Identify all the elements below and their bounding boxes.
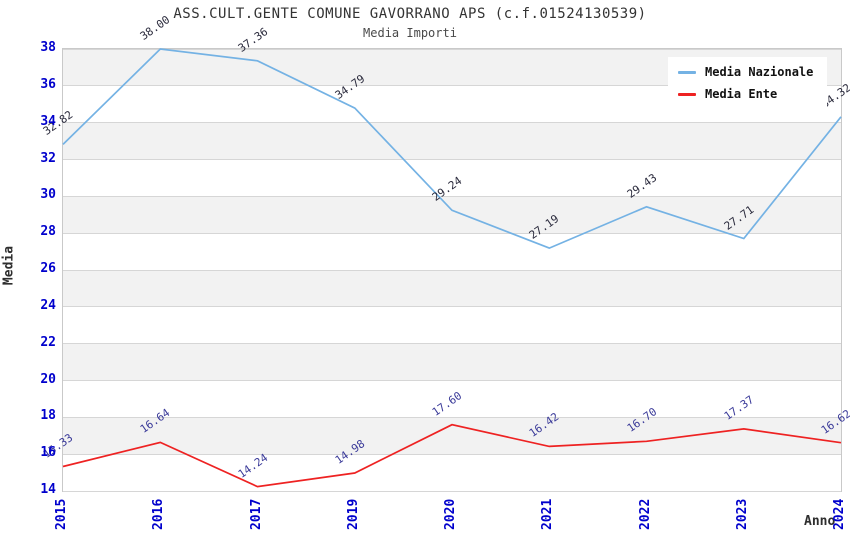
gridline (63, 48, 841, 50)
y-tick-label: 34 (40, 113, 56, 129)
gridline (63, 490, 841, 492)
gridline (63, 306, 841, 308)
chart-subtitle: Media Importi (363, 26, 457, 40)
background-band (63, 417, 841, 455)
plot-area (62, 48, 842, 492)
gridline (63, 122, 841, 124)
x-tick-label: 2020 (443, 498, 458, 530)
x-tick-label: 2017 (248, 498, 264, 530)
y-tick-label: 30 (40, 187, 56, 203)
background-band (63, 270, 841, 307)
gridline (63, 416, 841, 418)
y-tick-label: 22 (40, 334, 56, 350)
y-tick-label: 26 (40, 261, 56, 276)
legend: Media Nazionale Media Ente (668, 57, 828, 109)
gridline (63, 380, 841, 381)
media-ente-line-swatch (678, 92, 696, 96)
gridline (63, 453, 841, 455)
x-axis-label: Anno (804, 514, 836, 529)
y-tick-label: 16 (40, 445, 56, 461)
y-tick-label: 18 (40, 408, 56, 424)
x-tick-label: 2024 (832, 498, 847, 530)
background-band (63, 380, 841, 418)
x-tick-label: 2016 (151, 498, 167, 530)
x-tick-label: 2023 (734, 498, 750, 530)
background-band (63, 454, 841, 491)
legend-item-media-nazionale: Media Nazionale (678, 65, 813, 79)
y-tick-label: 32 (40, 150, 56, 166)
x-tick-label: 2021 (540, 498, 556, 530)
legend-label: Media Ente (705, 87, 778, 101)
background-band (63, 196, 841, 234)
legend-label: Media Nazionale (705, 65, 814, 79)
background-band (63, 233, 841, 270)
gridline (63, 232, 841, 234)
gridline (63, 195, 841, 197)
y-tick-label: 20 (40, 371, 56, 387)
x-tick-label: 2022 (637, 498, 653, 530)
gridline (63, 343, 841, 345)
gridline (63, 159, 841, 160)
y-tick-label: 24 (40, 297, 56, 313)
background-band (63, 306, 841, 344)
background-band (63, 343, 841, 381)
series-line-media-nazionale (62, 48, 842, 250)
y-tick-label: 36 (40, 76, 56, 92)
x-tick-label: 2015 (54, 498, 69, 530)
series-lines-svg (62, 48, 842, 488)
gridline (63, 85, 841, 87)
media-nazionale-line-swatch (678, 70, 696, 74)
x-tick-label: 2019 (345, 498, 361, 530)
y-tick-label: 38 (40, 40, 56, 55)
series-line-media-ente (62, 423, 842, 488)
y-tick-label: 14 (40, 482, 56, 497)
y-tick-label: 28 (40, 224, 56, 240)
gridline (63, 269, 841, 271)
background-band (63, 122, 841, 160)
chart-title: ASS.CULT.GENTE COMUNE GAVORRANO APS (c.f… (173, 6, 647, 22)
legend-item-media-ente: Media Ente (678, 87, 813, 101)
background-band (63, 159, 841, 197)
